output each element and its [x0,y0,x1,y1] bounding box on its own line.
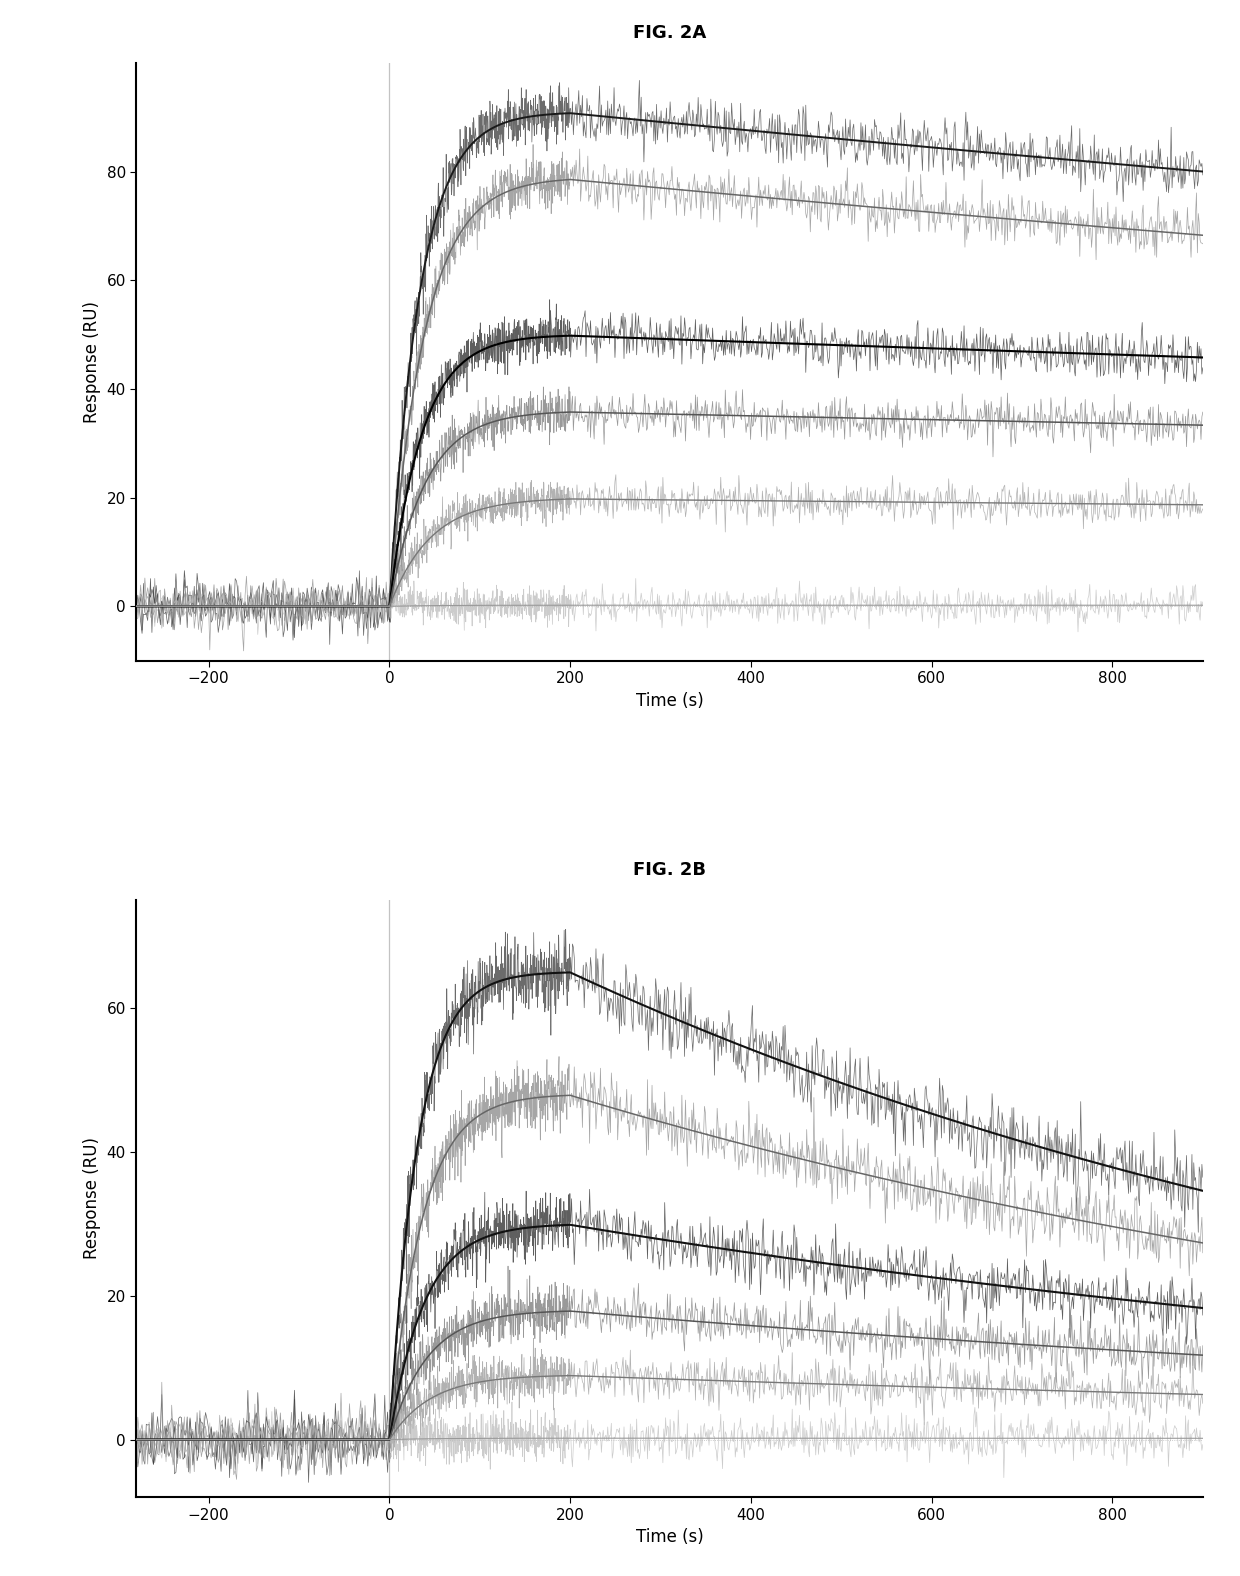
X-axis label: Time (s): Time (s) [636,1529,703,1546]
Y-axis label: Response (RU): Response (RU) [83,301,100,422]
Title: FIG. 2A: FIG. 2A [632,24,707,43]
Y-axis label: Response (RU): Response (RU) [83,1138,100,1259]
X-axis label: Time (s): Time (s) [636,692,703,709]
Title: FIG. 2B: FIG. 2B [634,860,706,879]
